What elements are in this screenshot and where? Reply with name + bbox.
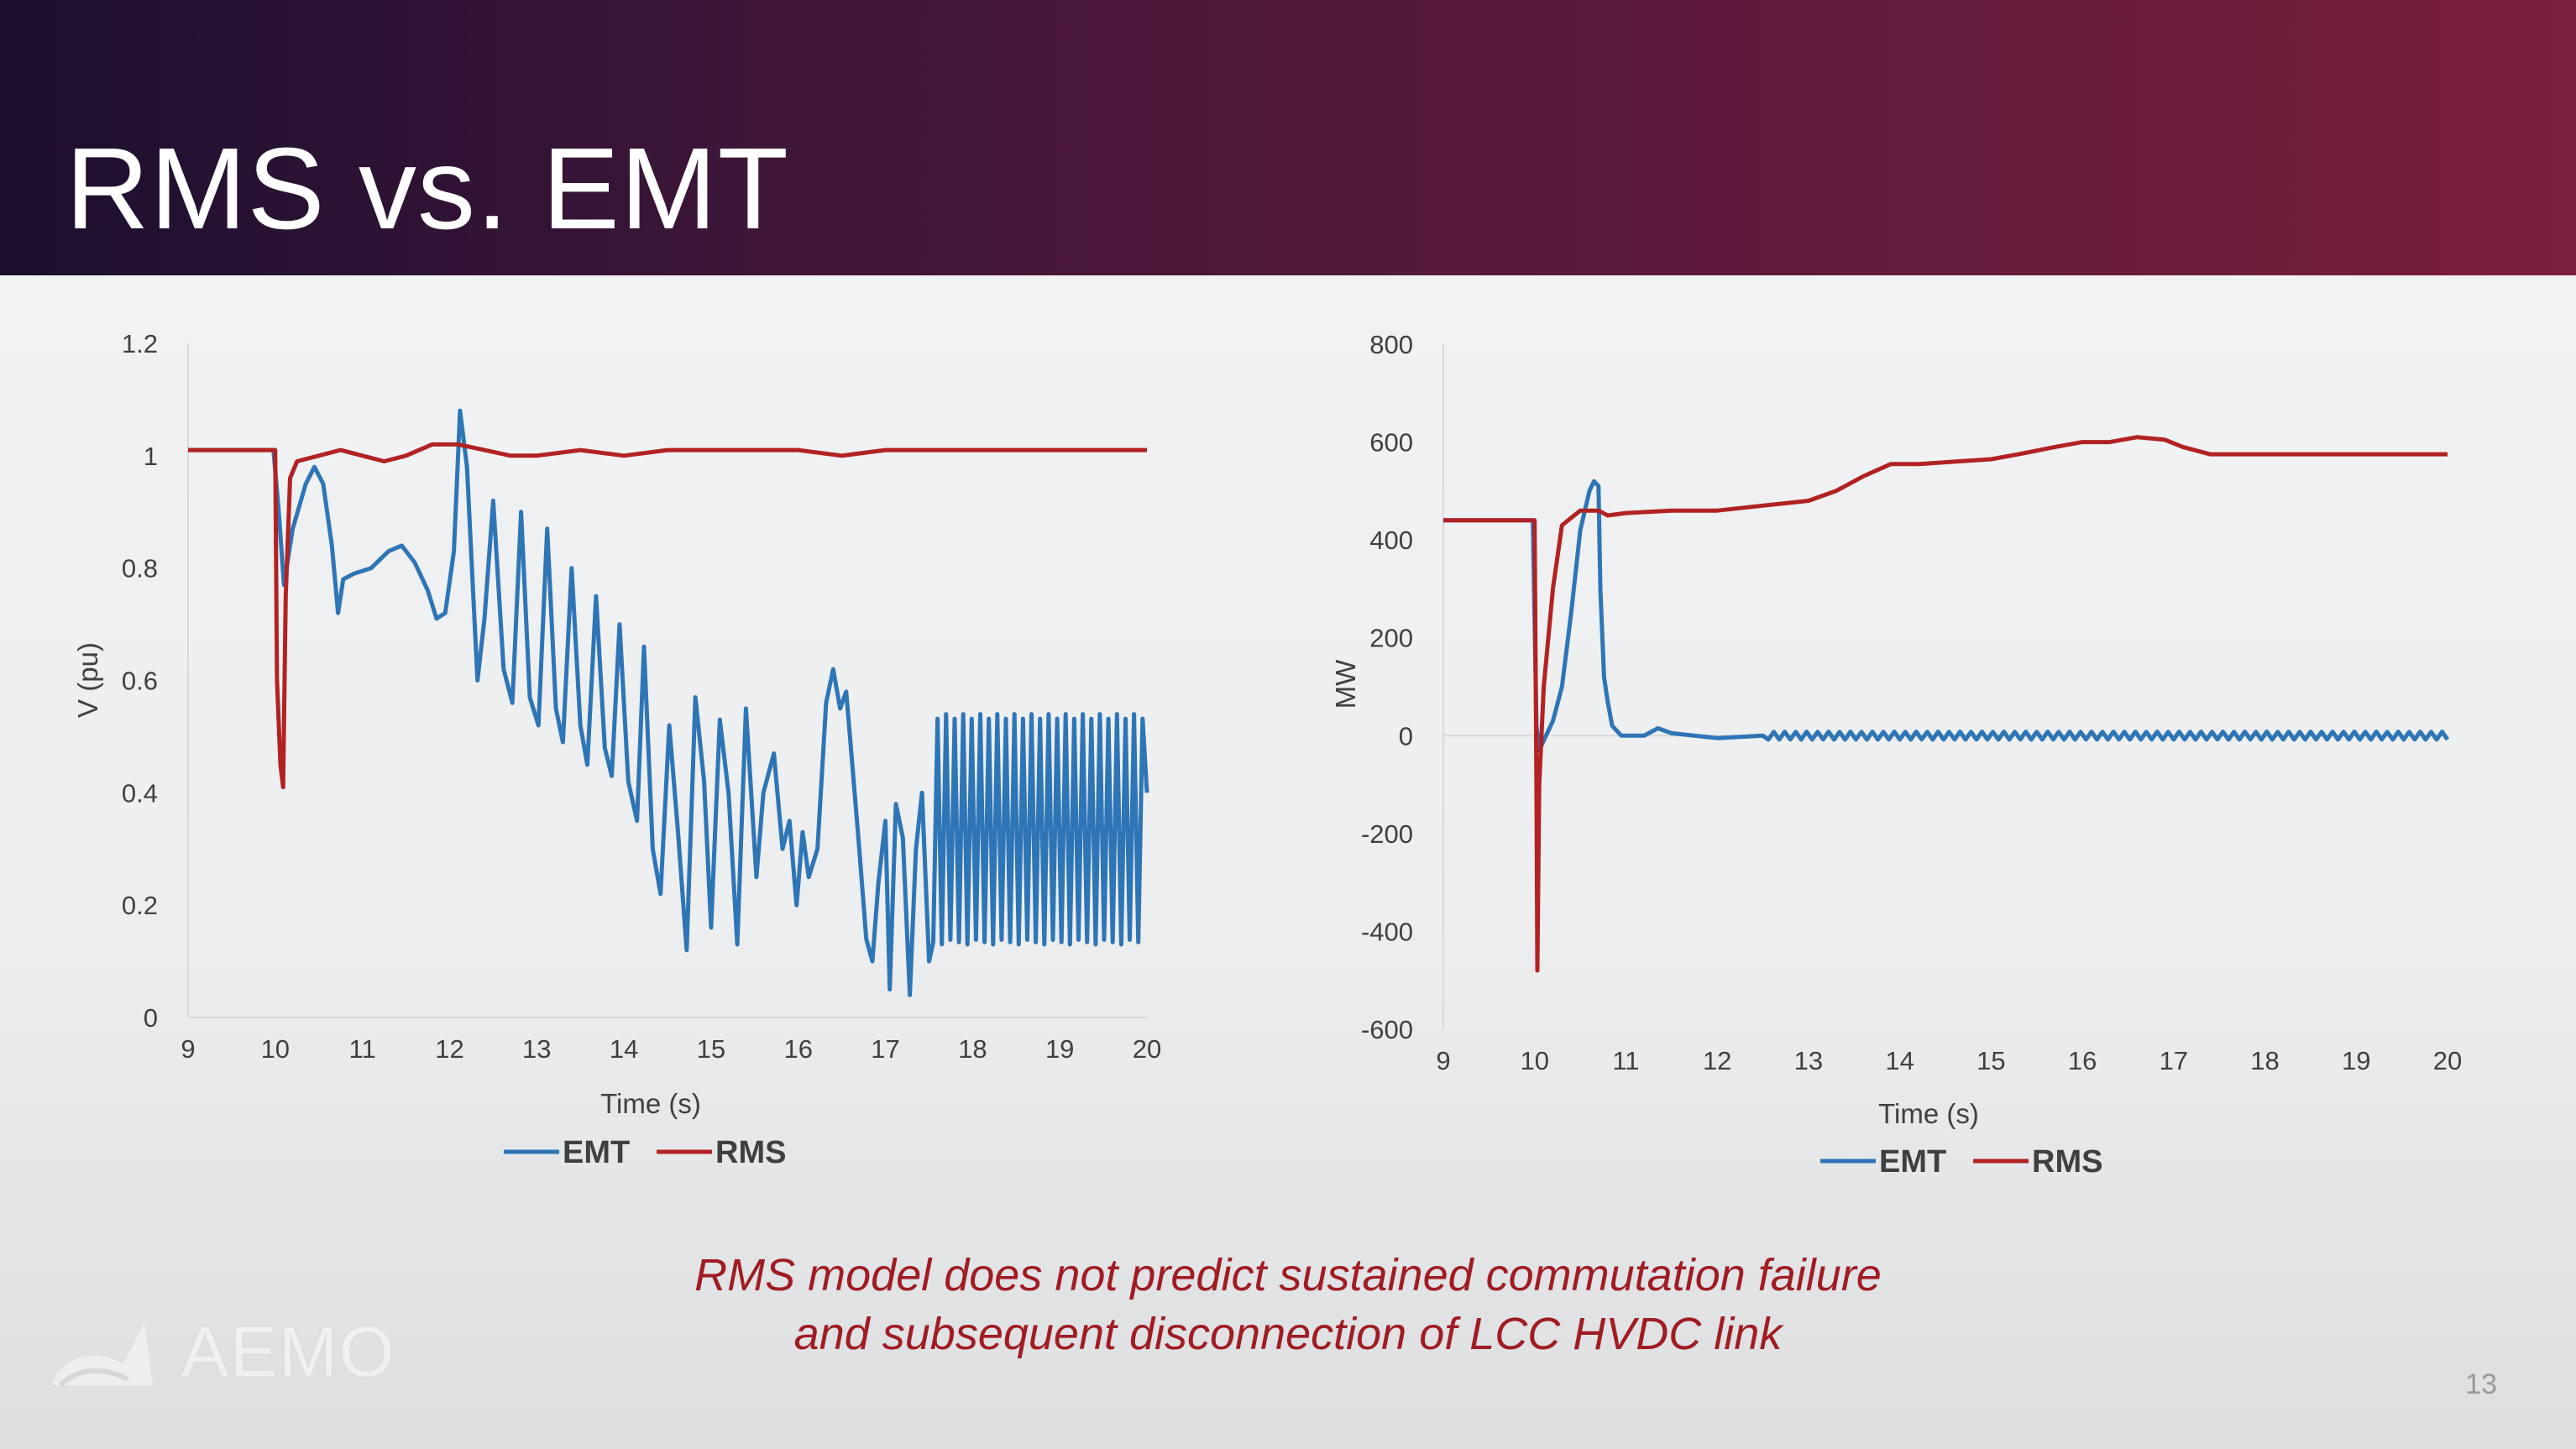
aemo-logo-text: AEMO bbox=[181, 1311, 396, 1391]
x-tick-label: 20 bbox=[2433, 1046, 2462, 1075]
x-tick-label: 20 bbox=[1133, 1034, 1161, 1064]
x-tick-label: 17 bbox=[871, 1034, 899, 1064]
x-tick-label: 16 bbox=[783, 1034, 812, 1064]
y-tick-label: 400 bbox=[1369, 526, 1413, 555]
y-tick-label: 0 bbox=[144, 1003, 158, 1033]
caption-line-1: RMS model does not predict sustained com… bbox=[694, 1250, 1882, 1300]
x-tick-label: 11 bbox=[1612, 1046, 1639, 1075]
x-tick-label: 17 bbox=[2160, 1046, 2188, 1075]
x-tick-label: 19 bbox=[2342, 1046, 2370, 1075]
x-axis-title: Time (s) bbox=[1878, 1098, 1979, 1129]
slide-header: RMS vs. EMT bbox=[0, 0, 2576, 275]
y-tick-label: -400 bbox=[1361, 917, 1413, 946]
aemo-logo: AEMO bbox=[44, 1305, 395, 1398]
x-tick-label: 14 bbox=[610, 1034, 638, 1064]
y-tick-label: 800 bbox=[1369, 330, 1413, 359]
legend-label-rms: RMS bbox=[2032, 1144, 2102, 1180]
y-tick-label: 0.4 bbox=[122, 778, 158, 808]
x-tick-label: 12 bbox=[1703, 1046, 1731, 1075]
legend-label-emt: EMT bbox=[563, 1135, 630, 1170]
series-line-rms bbox=[1443, 435, 2448, 973]
y-tick-label: 0.2 bbox=[122, 891, 158, 920]
series-line-rms bbox=[188, 442, 1147, 790]
x-tick-label: 11 bbox=[349, 1034, 376, 1064]
x-tick-label: 9 bbox=[181, 1034, 195, 1064]
x-tick-label: 10 bbox=[1520, 1046, 1548, 1075]
page-number: 13 bbox=[2465, 1368, 2497, 1400]
slide-title: RMS vs. EMT bbox=[65, 124, 789, 254]
x-axis-title: Time (s) bbox=[600, 1088, 701, 1119]
series-line-emt bbox=[1443, 479, 2450, 753]
x-tick-label: 19 bbox=[1045, 1034, 1074, 1064]
x-tick-label: 12 bbox=[435, 1034, 463, 1064]
x-tick-label: 14 bbox=[1885, 1046, 1914, 1075]
y-tick-label: 1 bbox=[144, 442, 158, 471]
aemo-logo-mark bbox=[52, 1322, 153, 1388]
x-tick-label: 15 bbox=[1977, 1046, 2005, 1075]
y-tick-label: 600 bbox=[1369, 428, 1413, 458]
x-tick-label: 16 bbox=[2068, 1046, 2097, 1075]
y-tick-label: 1.2 bbox=[122, 329, 158, 358]
y-tick-label: 0 bbox=[1399, 721, 1413, 751]
x-tick-label: 9 bbox=[1436, 1046, 1450, 1075]
x-tick-label: 18 bbox=[2250, 1046, 2279, 1075]
y-tick-label: -600 bbox=[1361, 1015, 1413, 1044]
x-tick-label: 13 bbox=[522, 1034, 551, 1064]
y-tick-label: -200 bbox=[1361, 819, 1413, 849]
y-axis-title: MW bbox=[1330, 659, 1361, 709]
slide-body bbox=[0, 275, 2576, 1449]
series-line-emt bbox=[188, 408, 1149, 997]
legend-label-emt: EMT bbox=[1879, 1144, 1946, 1180]
y-tick-label: 0.8 bbox=[122, 554, 158, 583]
x-tick-label: 18 bbox=[958, 1034, 987, 1064]
x-tick-label: 13 bbox=[1794, 1046, 1823, 1075]
y-axis-title: V (pu) bbox=[72, 642, 103, 718]
y-tick-label: 0.6 bbox=[122, 667, 158, 696]
caption-line-2: and subsequent disconnection of LCC HVDC… bbox=[793, 1309, 1783, 1359]
legend-label-rms: RMS bbox=[715, 1135, 786, 1170]
y-tick-label: 200 bbox=[1369, 624, 1413, 653]
x-tick-label: 15 bbox=[697, 1034, 725, 1064]
x-tick-label: 10 bbox=[261, 1034, 290, 1064]
